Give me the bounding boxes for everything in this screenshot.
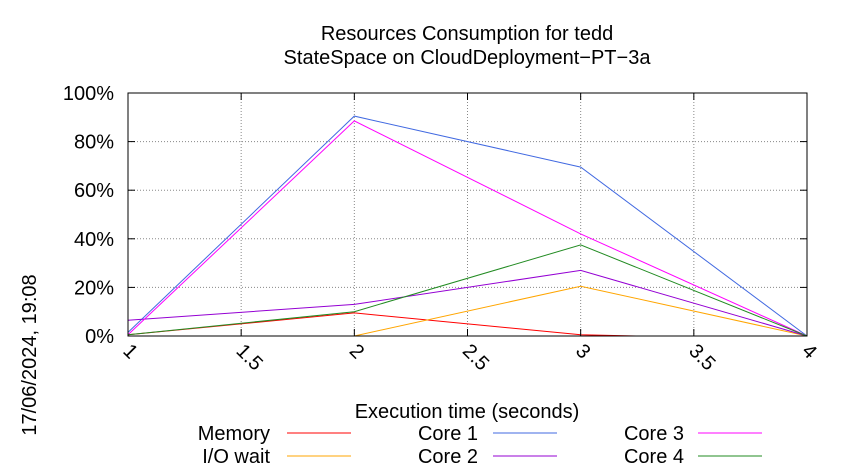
- legend-label: Core 3: [624, 423, 684, 445]
- y-tick-label: 100%: [63, 83, 114, 105]
- x-tick-label: 1.5: [232, 340, 267, 375]
- x-tick-label: 2.5: [458, 340, 493, 375]
- legend-label: Core 1: [418, 423, 478, 445]
- y-tick-label: 40%: [74, 229, 114, 251]
- x-tick-label: 3: [571, 340, 594, 363]
- series-line-core-3: [127, 120, 808, 337]
- chart-title: Resources Consumption for tedd: [321, 23, 613, 45]
- legend-label: Memory: [198, 423, 270, 445]
- x-tick-label: 2: [345, 340, 368, 363]
- y-tick-label: 80%: [74, 132, 114, 154]
- timestamp-label: 17/06/2024, 19:08: [19, 274, 41, 435]
- x-tick-label: 1: [118, 340, 141, 363]
- y-tick-label: 0%: [85, 326, 114, 348]
- series-line-core-2: [127, 269, 808, 337]
- legend-label: Core 4: [624, 446, 684, 468]
- y-tick-labels: 0% 20% 40% 60% 80% 100%: [63, 83, 114, 348]
- series-line-core-1: [127, 115, 808, 337]
- series-line-memory: [127, 312, 638, 337]
- series-line-core-4: [127, 244, 808, 337]
- x-tick-label: 4: [797, 340, 820, 363]
- x-tick-label: 3.5: [684, 340, 719, 375]
- x-tick-labels: 1 1.5 2 2.5 3 3.5 4: [118, 340, 820, 375]
- series-line-i-o-wait: [128, 285, 808, 337]
- x-axis-label: Execution time (seconds): [355, 401, 580, 423]
- axis-ticks: [127, 92, 808, 337]
- legend-label: I/O wait: [202, 446, 270, 468]
- chart-subtitle: StateSpace on CloudDeployment−PT−3a: [284, 47, 652, 69]
- legend-label: Core 2: [418, 446, 478, 468]
- y-tick-label: 60%: [74, 180, 114, 202]
- grid: [128, 93, 807, 336]
- y-tick-label: 20%: [74, 277, 114, 299]
